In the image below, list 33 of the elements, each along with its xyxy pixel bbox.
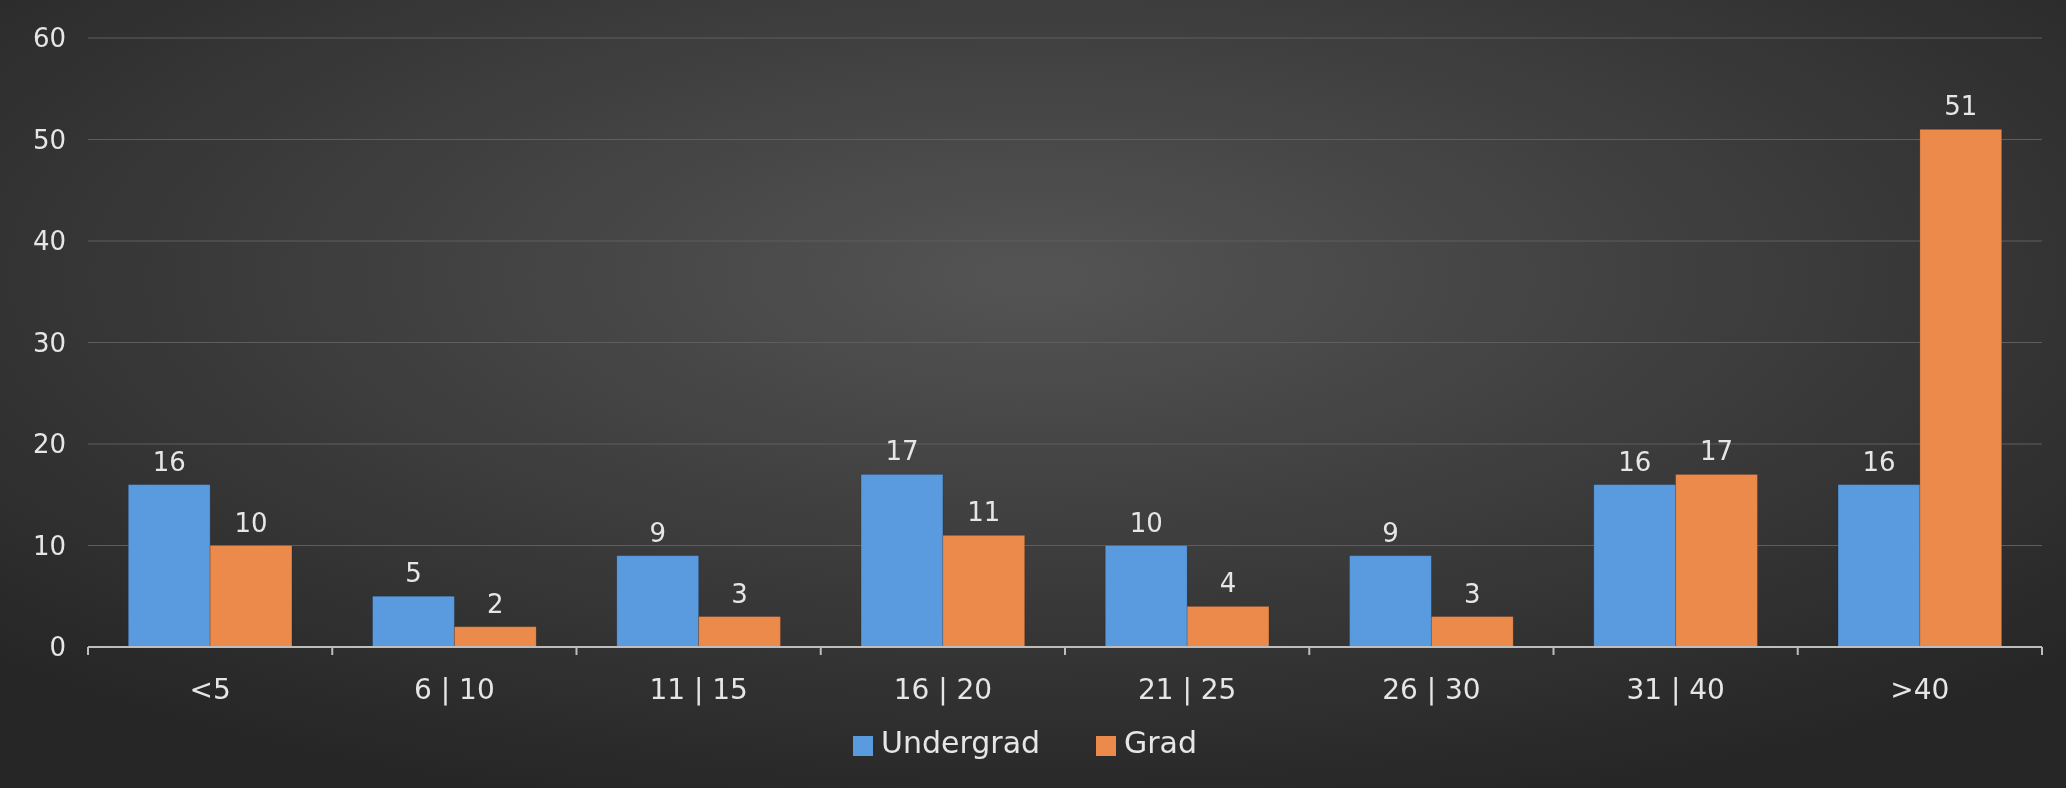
data-label: 2 <box>487 588 504 619</box>
data-label: 16 <box>1618 446 1652 477</box>
data-label: 16 <box>152 446 186 477</box>
data-label: 17 <box>1699 436 1734 467</box>
x-tick-label: 26 | 30 <box>1382 673 1481 706</box>
data-label: 3 <box>1464 578 1481 609</box>
data-label: 4 <box>1219 568 1237 599</box>
legend-label: Undergrad <box>881 725 1041 760</box>
x-tick-label: <5 <box>189 673 231 706</box>
data-label: 9 <box>649 517 666 548</box>
data-label: 51 <box>1944 91 1978 122</box>
x-tick-label: >40 <box>1890 673 1950 706</box>
x-tick-label: 11 | 15 <box>649 673 748 706</box>
x-tick-label: 31 | 40 <box>1626 673 1725 706</box>
y-tick-label: 10 <box>32 530 66 561</box>
data-label: 10 <box>234 507 268 538</box>
data-label: 5 <box>405 558 422 589</box>
data-label: 9 <box>1382 517 1399 548</box>
y-tick-label: 50 <box>32 124 66 155</box>
x-tick-label: 21 | 25 <box>1137 673 1237 706</box>
y-tick-label: 60 <box>32 23 66 54</box>
y-tick-label: 20 <box>32 429 66 460</box>
y-tick-label: 0 <box>49 632 66 663</box>
data-label: 3 <box>731 578 748 609</box>
data-label: 17 <box>885 436 919 467</box>
text: Grad <box>1124 725 1198 760</box>
x-tick-label: 16 | 20 <box>893 673 993 706</box>
data-label: 10 <box>1129 507 1163 538</box>
y-tick-label: 40 <box>32 226 66 257</box>
data-label: 16 <box>1862 446 1896 477</box>
y-tick-label: 30 <box>32 327 66 358</box>
data-label: 11 <box>967 497 1001 528</box>
x-tick-label: 6 | 10 <box>414 673 495 706</box>
